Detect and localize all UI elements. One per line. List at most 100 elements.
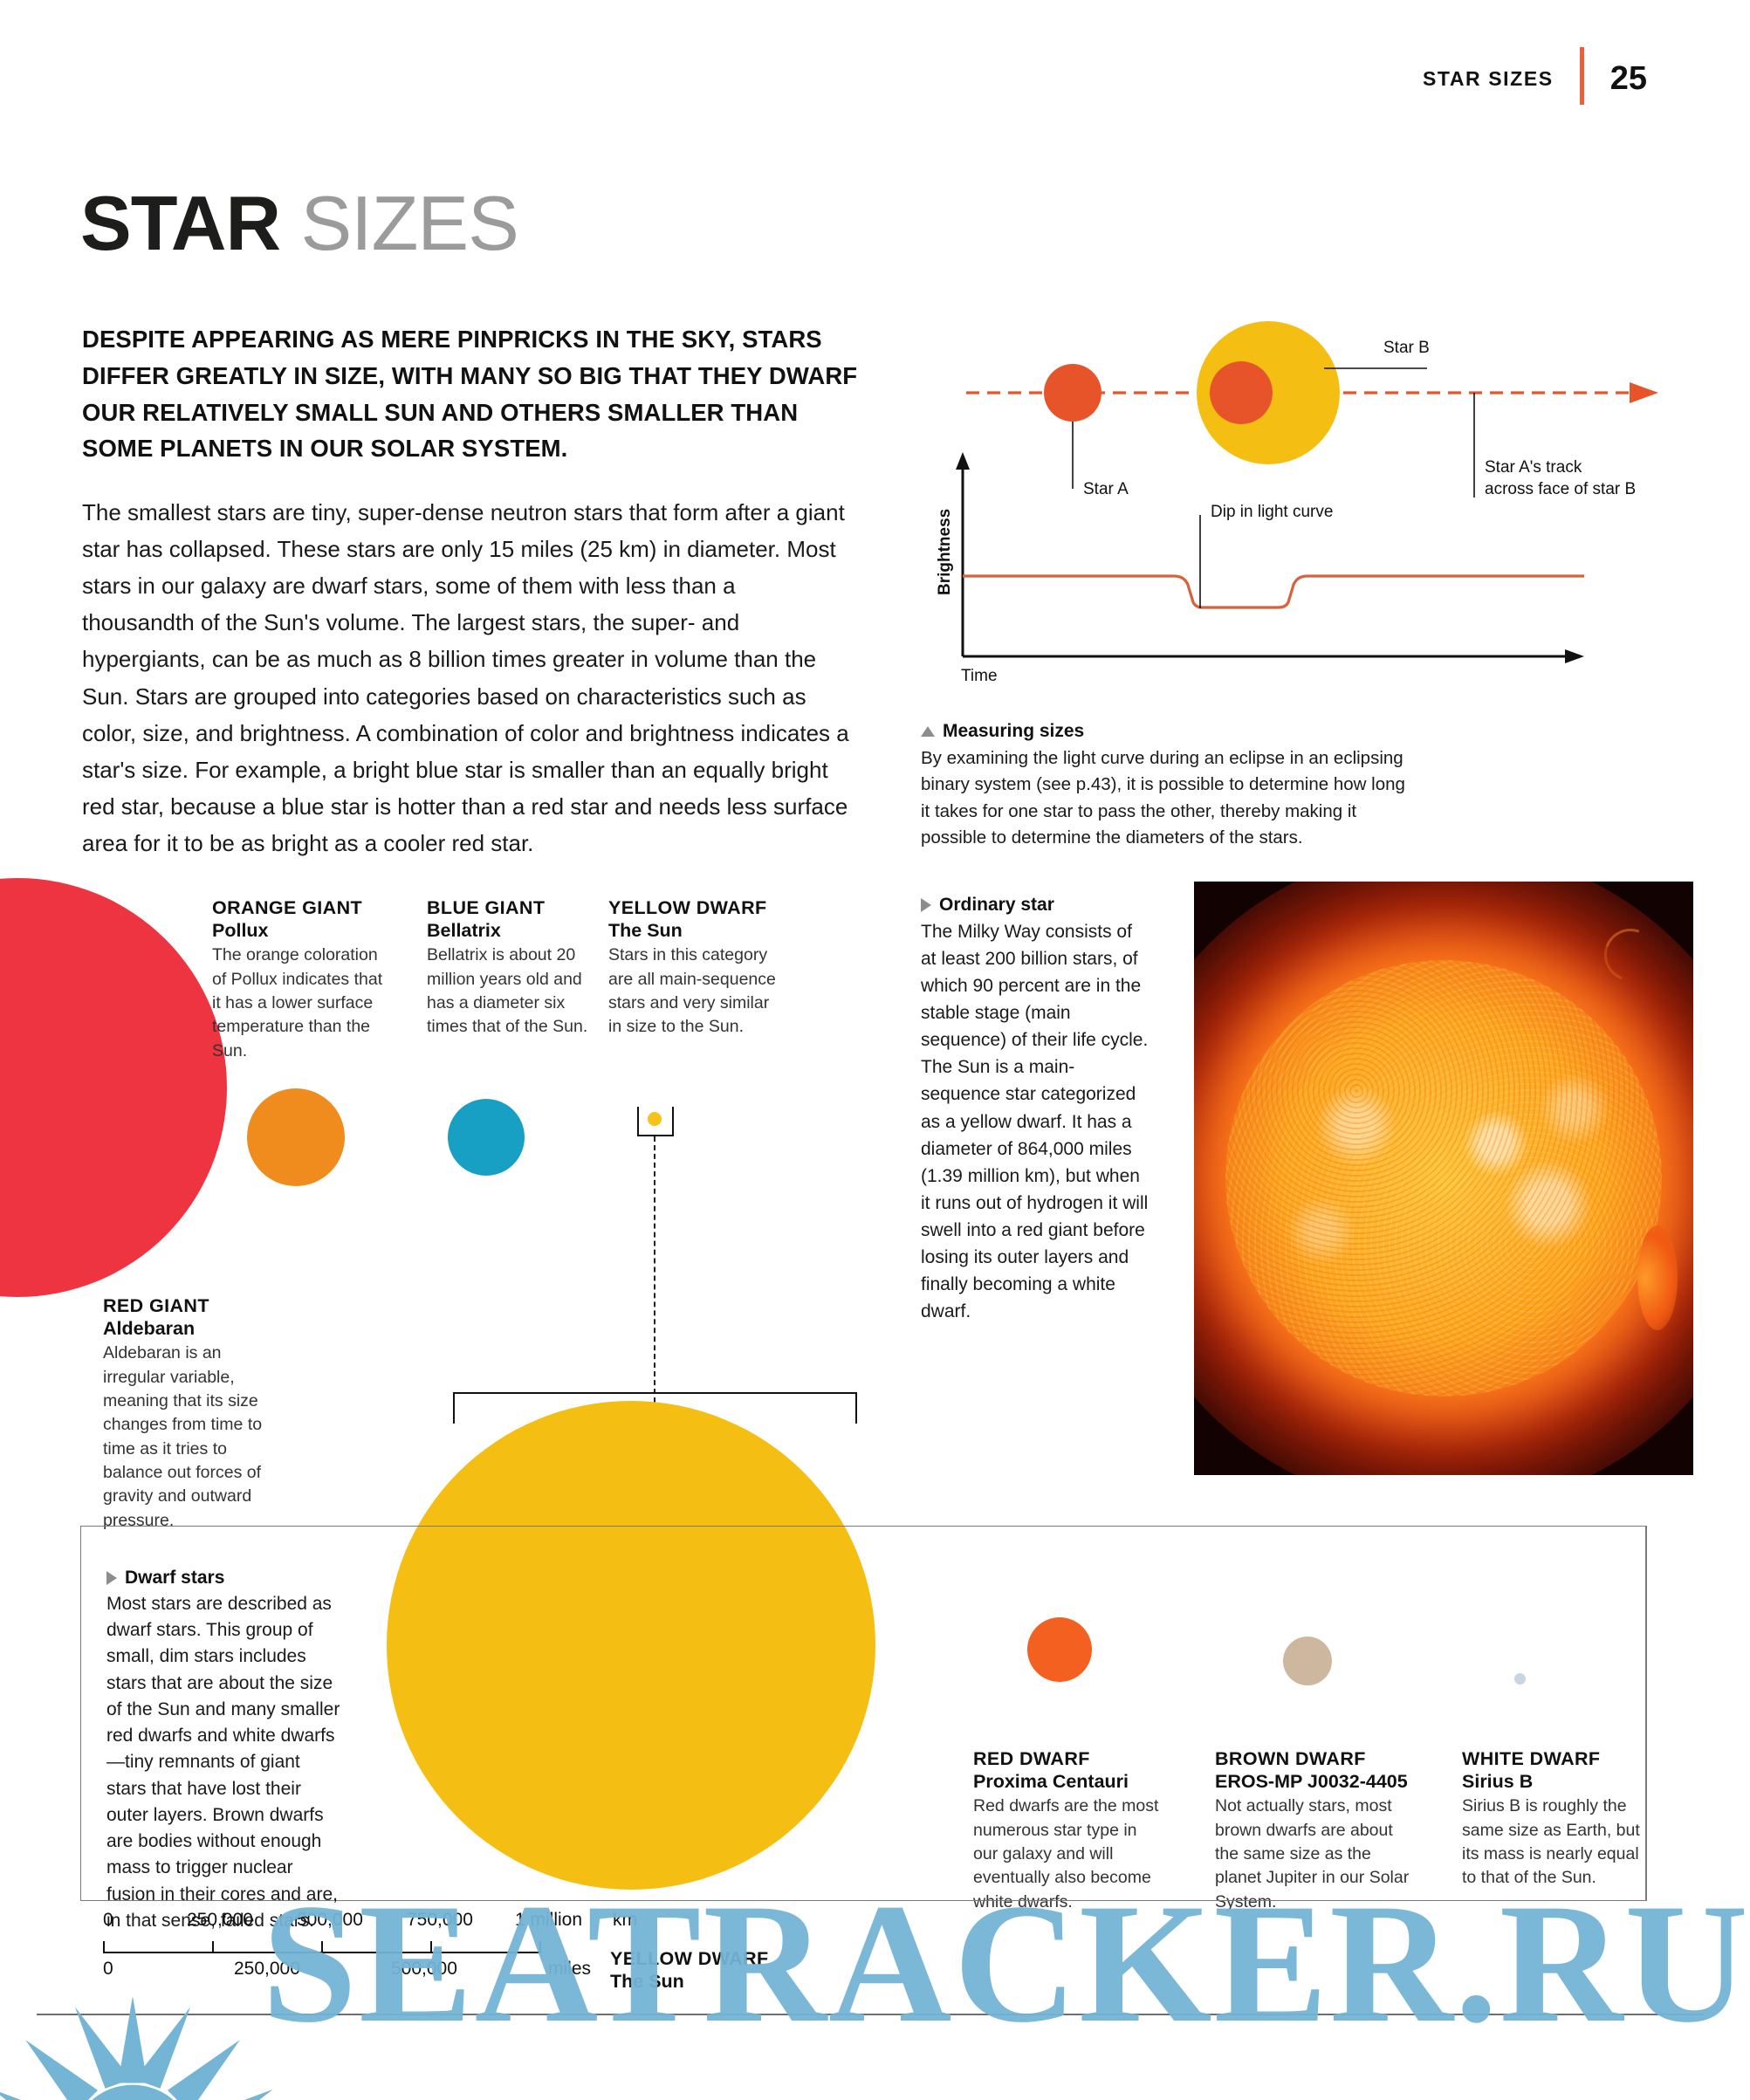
running-head-rule (1579, 47, 1584, 105)
white-dwarf-desc: Sirius B is roughly the same size as Ear… (1462, 1796, 1640, 1888)
triangle-up-icon (921, 726, 935, 737)
red-giant-desc: Aldebaran is an irregular variable, mean… (103, 1343, 263, 1530)
dwarf-stars-panel (80, 1526, 1647, 1901)
yellow-dwarf-bracket (637, 1107, 674, 1136)
star-label-red-dwarf: RED DWARF Proxima Centauri Red dwarfs ar… (973, 1747, 1161, 1914)
brown-dwarf-desc: Not actually stars, most brown dwarfs ar… (1215, 1796, 1410, 1911)
blue-giant-disc (448, 1099, 525, 1176)
sun-photo-disc (1225, 960, 1662, 1397)
sun-photograph (1194, 882, 1693, 1475)
red-giant-category: RED GIANT (103, 1295, 209, 1316)
star-a-track-label-1: Star A's track (1485, 458, 1582, 477)
sun-photo-granulation (1225, 960, 1662, 1397)
scale-tick-mark-4 (539, 1941, 541, 1953)
light-curve-diagram: Star B Star A Star A's track across face… (921, 307, 1680, 691)
scale-km-tick-0: 0 (103, 1910, 113, 1930)
y-axis-label: Brightness (936, 509, 954, 595)
orange-giant-category: ORANGE GIANT (212, 897, 363, 918)
ordinary-star-heading-row: Ordinary star (921, 895, 1150, 916)
star-a-disc (1044, 364, 1101, 422)
big-sun-name: The Sun (610, 1971, 684, 1993)
running-head: STAR SIZES 25 (1422, 47, 1647, 105)
y-axis-arrow-icon (956, 452, 970, 470)
red-dwarf-disc (1027, 1617, 1092, 1682)
sun-photo-prominence (1637, 1225, 1678, 1331)
red-dwarf-category: RED DWARF (973, 1748, 1090, 1769)
dwarf-stars-body: Most stars are described as dwarf stars.… (106, 1594, 340, 1931)
star-label-brown-dwarf: BROWN DWARF EROS-MP J0032-4405 Not actua… (1215, 1747, 1420, 1914)
star-label-yellow-dwarf: YELLOW DWARF The Sun Stars in this categ… (608, 896, 783, 1040)
star-label-blue-giant: BLUE GIANT Bellatrix Bellatrix is about … (427, 896, 597, 1040)
dwarf-stars-panel-right-edge (1645, 1526, 1647, 1901)
big-sun-bracket (453, 1392, 857, 1424)
star-label-orange-giant: ORANGE GIANT Pollux The orange coloratio… (212, 896, 395, 1063)
big-sun-category: YELLOW DWARF (610, 1948, 769, 1969)
brown-dwarf-category: BROWN DWARF (1215, 1748, 1366, 1769)
brown-dwarf-disc (1283, 1637, 1332, 1685)
white-dwarf-category: WHITE DWARF (1462, 1748, 1601, 1769)
scale-bar-miles-row: 0 250,000 500,000 miles (103, 1959, 592, 1985)
scale-miles-unit: miles (548, 1959, 592, 1979)
ordinary-star-heading: Ordinary star (939, 895, 1054, 915)
star-label-red-giant: RED GIANT Aldebaran Aldebaran is an irre… (103, 1294, 278, 1533)
measuring-sizes-heading: Measuring sizes (943, 721, 1085, 741)
page-title-light: SIZES (300, 180, 518, 266)
star-label-white-dwarf: WHITE DWARF Sirius B Sirius B is roughly… (1462, 1747, 1650, 1891)
red-giant-name: Aldebaran (103, 1318, 196, 1340)
bottom-rule (37, 2014, 1704, 2015)
scale-miles-tick-0: 0 (103, 1959, 113, 1979)
measuring-sizes-caption: Measuring sizes By examining the light c… (921, 721, 1410, 851)
x-axis-label: Time (961, 667, 998, 685)
star-b-label: Star B (1383, 339, 1430, 357)
brightness-curve (963, 574, 1584, 609)
star-label-big-sun: YELLOW DWARF The Sun (610, 1947, 811, 1993)
scale-tick-mark-2 (321, 1941, 323, 1953)
intro-body-text: The smallest stars are tiny, super-dense… (82, 499, 849, 856)
big-sun-disc (387, 1401, 875, 1890)
yellow-dwarf-dot-disc (648, 1112, 662, 1126)
ordinary-star-body: The Milky Way consists of at least 200 b… (921, 922, 1149, 1322)
yellow-dwarf-category: YELLOW DWARF (608, 897, 767, 918)
measuring-sizes-body: By examining the light curve during an e… (921, 748, 1405, 848)
star-a-on-b-disc (1210, 361, 1273, 424)
scale-bar: 0 250,000 500,000 750,000 1 million km 0… (103, 1910, 637, 1985)
triangle-right-icon (921, 898, 931, 912)
star-a-label: Star A (1083, 480, 1129, 498)
scale-tick-mark-3 (430, 1941, 432, 1953)
triangle-right-icon (106, 1571, 117, 1585)
red-dwarf-desc: Red dwarfs are the most numerous star ty… (973, 1796, 1159, 1911)
scale-km-unit: km (613, 1910, 637, 1930)
track-arrow-icon (1630, 382, 1658, 403)
dip-label: Dip in light curve (1211, 503, 1333, 521)
star-a-track-label-2: across face of star B (1485, 480, 1636, 498)
running-head-label: STAR SIZES (1422, 66, 1554, 90)
blue-giant-category: BLUE GIANT (427, 897, 546, 918)
ordinary-star-caption: Ordinary star The Milky Way consists of … (921, 895, 1150, 1325)
x-axis-arrow-icon (1565, 649, 1584, 663)
scale-km-tick-3: 750,000 (407, 1910, 473, 1930)
dwarf-stars-heading: Dwarf stars (125, 1568, 225, 1588)
scale-miles-tick-2: 500,000 (391, 1959, 457, 1979)
blue-giant-desc: Bellatrix is about 20 million years old … (427, 945, 588, 1037)
yellow-dwarf-leader-line (654, 1136, 655, 1403)
page-number: 25 (1609, 59, 1647, 97)
page-title: STAR SIZES (80, 185, 519, 262)
brown-dwarf-name: EROS-MP J0032-4405 (1215, 1771, 1408, 1793)
scale-km-tick-2: 500,000 (297, 1910, 363, 1930)
dwarf-stars-caption: Dwarf stars Most stars are described as … (106, 1568, 340, 1934)
scale-km-tick-1: 250,000 (187, 1910, 253, 1930)
scale-km-tick-4: 1 million (515, 1910, 583, 1930)
red-dwarf-name: Proxima Centauri (973, 1771, 1129, 1793)
standfirst: DESPITE APPEARING AS MERE PINPRICKS IN T… (82, 326, 858, 463)
scale-tick-mark-1 (212, 1941, 214, 1953)
orange-giant-desc: The orange coloration of Pollux indicate… (212, 945, 383, 1060)
blue-giant-name: Bellatrix (427, 920, 501, 942)
measuring-sizes-heading-row: Measuring sizes (921, 721, 1410, 742)
yellow-dwarf-name: The Sun (608, 920, 683, 942)
red-giant-disc (0, 878, 227, 1297)
dwarf-stars-heading-row: Dwarf stars (106, 1568, 340, 1589)
white-dwarf-name: Sirius B (1462, 1771, 1534, 1793)
scale-tick-mark-0 (103, 1941, 105, 1953)
orange-giant-name: Pollux (212, 920, 269, 942)
white-dwarf-disc (1514, 1673, 1526, 1685)
